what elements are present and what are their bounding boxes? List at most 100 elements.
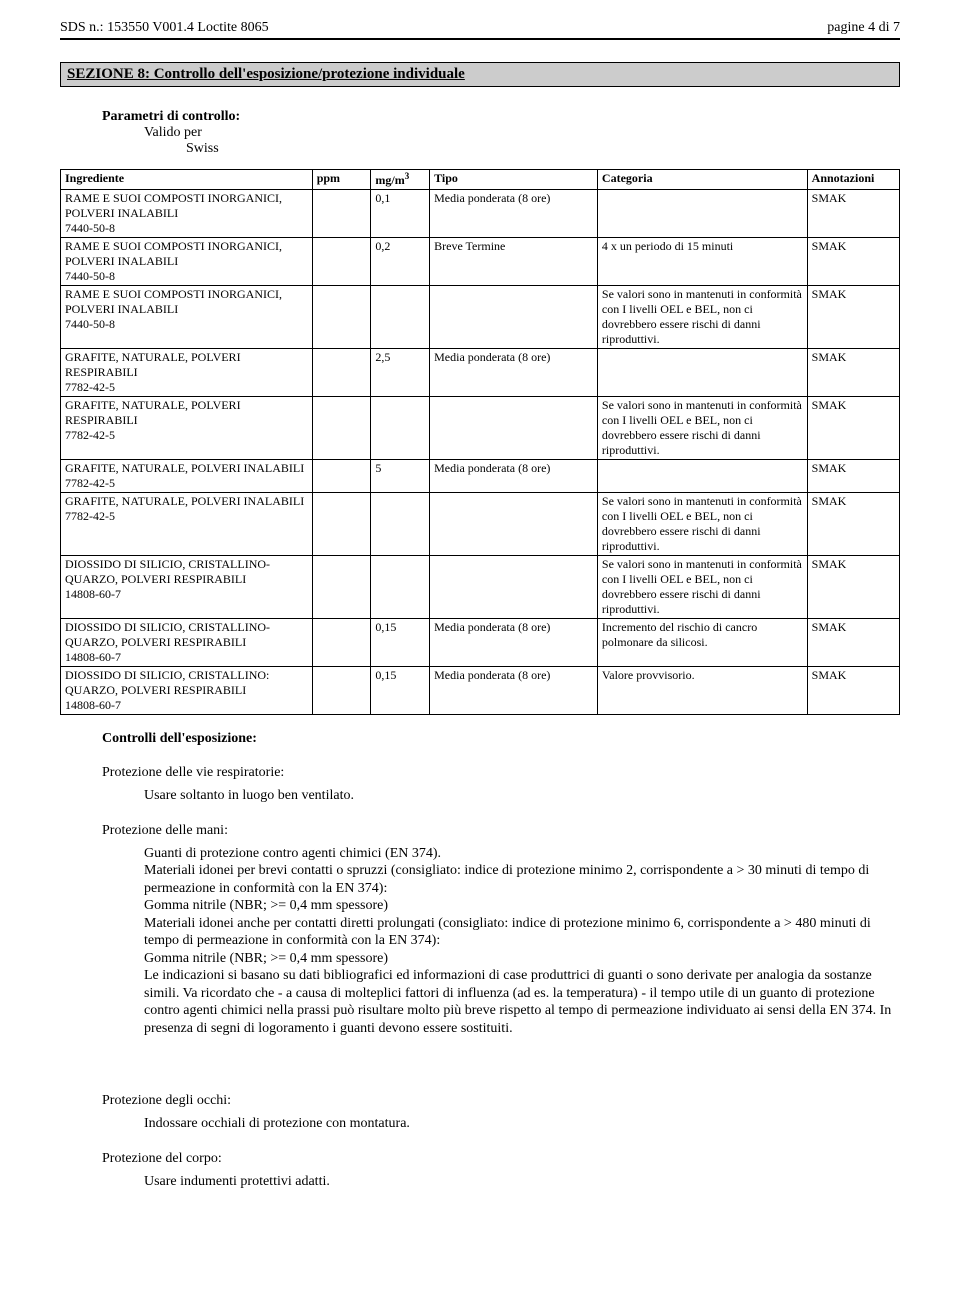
table-cell: Media ponderata (8 ore)	[430, 460, 598, 493]
table-cell: 0,15	[371, 619, 430, 667]
table-cell: SMAK	[807, 619, 899, 667]
eyes-text: Indossare occhiali di protezione con mon…	[144, 1115, 900, 1133]
table-cell: GRAFITE, NATURALE, POLVERI INALABILI 778…	[61, 460, 313, 493]
table-cell: Se valori sono in mantenuti in conformit…	[597, 397, 807, 460]
th-categoria: Categoria	[597, 170, 807, 190]
table-header-row: Ingrediente ppm mg/m3 Tipo Categoria Ann…	[61, 170, 900, 190]
table-cell	[371, 493, 430, 556]
table-cell: GRAFITE, NATURALE, POLVERI RESPIRABILI 7…	[61, 349, 313, 397]
table-cell	[430, 493, 598, 556]
table-row: GRAFITE, NATURALE, POLVERI RESPIRABILI 7…	[61, 397, 900, 460]
valido-per: Valido per	[144, 125, 900, 141]
th-mgm3-text: mg/m	[375, 173, 404, 187]
table-row: GRAFITE, NATURALE, POLVERI INALABILI 778…	[61, 460, 900, 493]
table-row: GRAFITE, NATURALE, POLVERI INALABILI 778…	[61, 493, 900, 556]
table-cell: RAME E SUOI COMPOSTI INORGANICI, POLVERI…	[61, 238, 313, 286]
table-cell: RAME E SUOI COMPOSTI INORGANICI, POLVERI…	[61, 190, 313, 238]
table-cell	[312, 460, 371, 493]
table-cell: Media ponderata (8 ore)	[430, 619, 598, 667]
table-cell	[312, 556, 371, 619]
params-label: Parametri di controllo:	[102, 109, 900, 125]
exposure-controls-label: Controlli dell'esposizione:	[102, 731, 900, 747]
table-row: DIOSSIDO DI SILICIO, CRISTALLINO- QUARZO…	[61, 556, 900, 619]
table-row: RAME E SUOI COMPOSTI INORGANICI, POLVERI…	[61, 238, 900, 286]
table-cell	[312, 493, 371, 556]
table-cell: RAME E SUOI COMPOSTI INORGANICI, POLVERI…	[61, 286, 313, 349]
table-row: RAME E SUOI COMPOSTI INORGANICI, POLVERI…	[61, 190, 900, 238]
hands-label: Protezione delle mani:	[102, 823, 900, 839]
body-text: Usare indumenti protettivi adatti.	[144, 1173, 900, 1191]
section-8-banner: SEZIONE 8: Controllo dell'esposizione/pr…	[60, 62, 900, 87]
parameters-block: Parametri di controllo: Valido per Swiss	[102, 109, 900, 157]
table-cell: Media ponderata (8 ore)	[430, 667, 598, 715]
th-mgm3: mg/m3	[371, 170, 430, 190]
table-cell	[312, 190, 371, 238]
table-row: DIOSSIDO DI SILICIO, CRISTALLINO- QUARZO…	[61, 619, 900, 667]
page: SDS n.: 153550 V001.4 Loctite 8065 pagin…	[0, 0, 960, 1307]
table-cell: SMAK	[807, 493, 899, 556]
table-cell	[597, 460, 807, 493]
table-cell: 0,1	[371, 190, 430, 238]
table-cell: SMAK	[807, 286, 899, 349]
table-cell: Incremento del rischio di cancro polmona…	[597, 619, 807, 667]
table-cell: 0,2	[371, 238, 430, 286]
table-cell	[371, 286, 430, 349]
table-cell: 2,5	[371, 349, 430, 397]
th-tipo: Tipo	[430, 170, 598, 190]
table-cell: Media ponderata (8 ore)	[430, 190, 598, 238]
section-8-title: SEZIONE 8: Controllo dell'esposizione/pr…	[67, 66, 465, 82]
table-cell: Se valori sono in mantenuti in conformit…	[597, 286, 807, 349]
table-cell	[312, 619, 371, 667]
table-cell: 5	[371, 460, 430, 493]
table-row: DIOSSIDO DI SILICIO, CRISTALLINO: QUARZO…	[61, 667, 900, 715]
table-cell: Valore provvisorio.	[597, 667, 807, 715]
eyes-label: Protezione degli occhi:	[102, 1093, 900, 1109]
table-cell	[597, 349, 807, 397]
table-cell: SMAK	[807, 190, 899, 238]
table-cell	[312, 667, 371, 715]
table-cell: Breve Termine	[430, 238, 598, 286]
table-cell: SMAK	[807, 556, 899, 619]
table-cell: DIOSSIDO DI SILICIO, CRISTALLINO- QUARZO…	[61, 556, 313, 619]
table-cell: GRAFITE, NATURALE, POLVERI RESPIRABILI 7…	[61, 397, 313, 460]
table-row: RAME E SUOI COMPOSTI INORGANICI, POLVERI…	[61, 286, 900, 349]
ingredients-table: Ingrediente ppm mg/m3 Tipo Categoria Ann…	[60, 169, 900, 715]
table-cell: DIOSSIDO DI SILICIO, CRISTALLINO: QUARZO…	[61, 667, 313, 715]
table-cell: SMAK	[807, 667, 899, 715]
table-cell	[597, 190, 807, 238]
table-cell	[312, 349, 371, 397]
th-mgm3-exp: 3	[405, 171, 410, 181]
table-cell	[430, 286, 598, 349]
table-cell: Media ponderata (8 ore)	[430, 349, 598, 397]
table-cell: SMAK	[807, 349, 899, 397]
header-right: pagine 4 di 7	[827, 20, 900, 36]
table-cell: DIOSSIDO DI SILICIO, CRISTALLINO- QUARZO…	[61, 619, 313, 667]
respiratory-label: Protezione delle vie respiratorie:	[102, 765, 900, 781]
th-ppm: ppm	[312, 170, 371, 190]
page-header: SDS n.: 153550 V001.4 Loctite 8065 pagin…	[60, 20, 900, 36]
th-annotazioni: Annotazioni	[807, 170, 899, 190]
th-ingrediente: Ingrediente	[61, 170, 313, 190]
table-cell: SMAK	[807, 397, 899, 460]
country: Swiss	[186, 141, 900, 157]
table-cell: 4 x un periodo di 15 minuti	[597, 238, 807, 286]
table-cell	[312, 238, 371, 286]
table-cell	[371, 397, 430, 460]
table-cell: GRAFITE, NATURALE, POLVERI INALABILI 778…	[61, 493, 313, 556]
table-cell: Se valori sono in mantenuti in conformit…	[597, 556, 807, 619]
table-cell	[312, 397, 371, 460]
respiratory-text: Usare soltanto in luogo ben ventilato.	[144, 787, 900, 805]
header-left: SDS n.: 153550 V001.4 Loctite 8065	[60, 20, 269, 36]
table-cell: SMAK	[807, 238, 899, 286]
body-label: Protezione del corpo:	[102, 1151, 900, 1167]
table-cell	[312, 286, 371, 349]
table-cell	[430, 397, 598, 460]
hands-text: Guanti di protezione contro agenti chimi…	[144, 845, 900, 1038]
header-rule	[60, 38, 900, 40]
table-row: GRAFITE, NATURALE, POLVERI RESPIRABILI 7…	[61, 349, 900, 397]
table-cell	[371, 556, 430, 619]
table-cell: Se valori sono in mantenuti in conformit…	[597, 493, 807, 556]
table-cell: 0,15	[371, 667, 430, 715]
table-cell	[430, 556, 598, 619]
table-cell: SMAK	[807, 460, 899, 493]
